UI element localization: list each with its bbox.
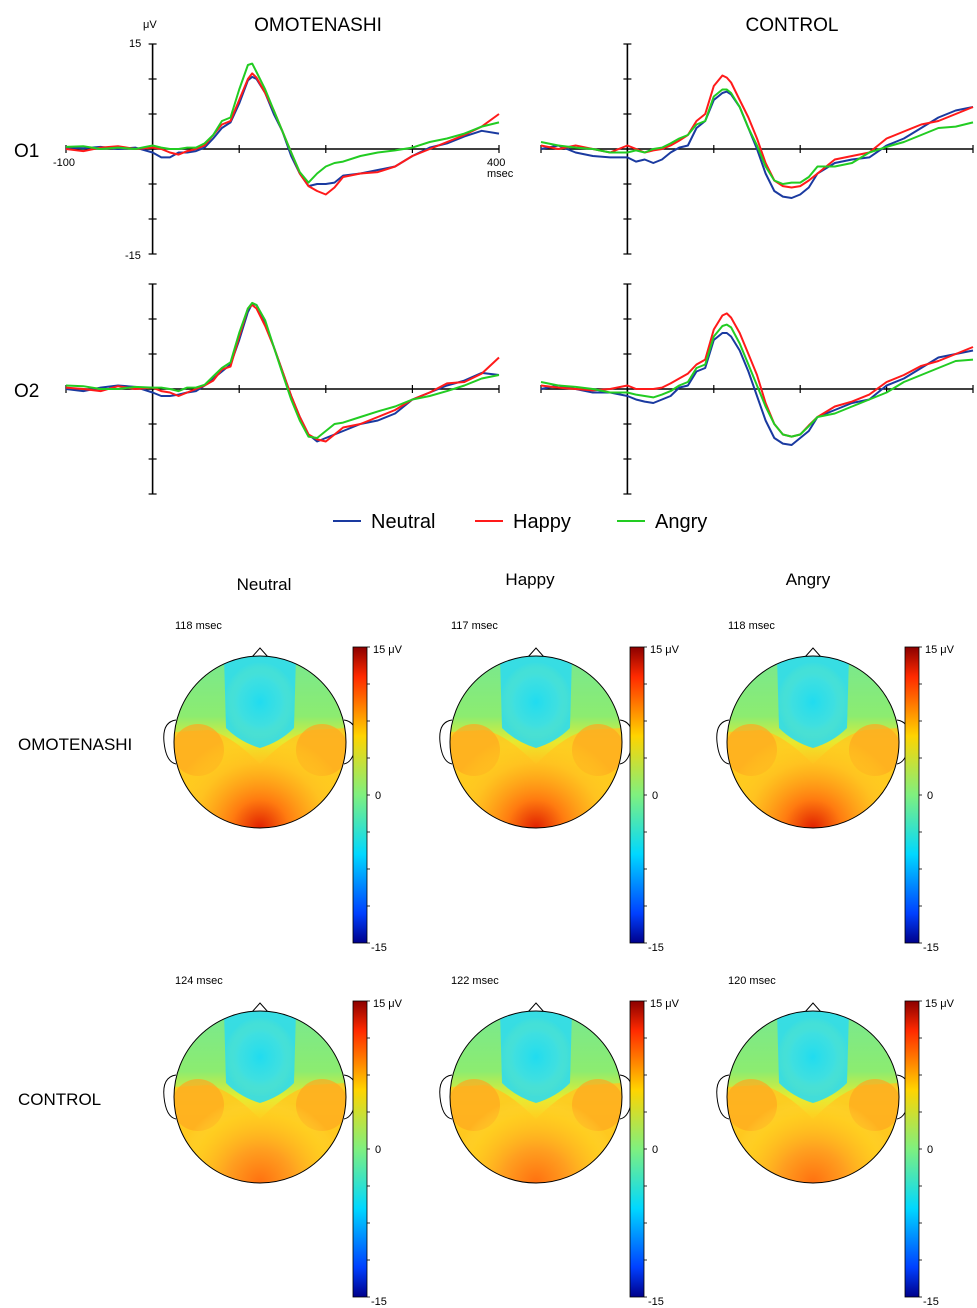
topomap-omotenashi-angry: 118 msec 15 μV 0 -15: [716, 620, 955, 954]
channel-label-o1: O1: [14, 141, 39, 162]
nose-icon: [251, 1002, 269, 1013]
topomap-surface: [450, 1011, 622, 1183]
topo-row-label-control: CONTROL: [18, 1090, 101, 1109]
topomap-latency-label: 117 msec: [451, 620, 498, 632]
colorbar-max-label: 15 μV: [925, 644, 955, 656]
topomap-latency-label: 118 msec: [728, 620, 775, 632]
topomap-latency-label: 124 msec: [175, 975, 223, 987]
topomap-latency-label: 122 msec: [451, 975, 499, 987]
head-outline: [449, 655, 623, 829]
head-outline: [726, 1010, 900, 1184]
series-line-happy-omotenashi-o2: [65, 304, 500, 443]
colorbar: [352, 646, 368, 944]
topomap-control-angry: 120 msec 15 μV 0 -15: [716, 975, 955, 1308]
nose-icon: [527, 1002, 545, 1013]
nose-icon: [804, 647, 822, 658]
colorbar-max-label: 15 μV: [650, 998, 680, 1010]
topomap-surface: [727, 1011, 899, 1183]
topo-column-title-happy: Happy: [505, 570, 555, 589]
colorbar-min-label: -15: [648, 1296, 664, 1308]
series-line-angry-control-o2: [540, 323, 974, 438]
nose-icon: [804, 1002, 822, 1013]
colorbar: [629, 646, 645, 944]
nose-icon: [251, 647, 269, 658]
topomap-control-happy: 122 msec 15 μV 0 -15: [439, 975, 680, 1308]
series-line-happy-omotenashi-o1: [65, 72, 500, 196]
colorbar-min-label: -15: [923, 942, 939, 954]
series-line-happy-control-o1: [540, 74, 974, 189]
group-title-control: CONTROL: [746, 15, 839, 36]
erp-waveforms-figure: OMOTENASHI CONTROL O1 O2 μV 15 -15 -100 …: [14, 15, 974, 533]
topomap-surface: [174, 656, 346, 828]
colorbar-max-label: 15 μV: [650, 644, 680, 656]
colorbar-min-label: -15: [648, 942, 664, 954]
erp-panel-control-o2: [540, 283, 974, 495]
topomap-latency-label: 118 msec: [175, 620, 222, 632]
left-ear-icon: [439, 1074, 453, 1120]
y-max-tick-label: 15: [129, 38, 141, 50]
topomap-omotenashi-happy: 117 msec 15 μV 0 -15: [439, 620, 680, 954]
topography-figure: Neutral Happy Angry OMOTENASHI CONTROL 1…: [18, 570, 955, 1308]
legend-label-happy: Happy: [513, 511, 571, 533]
colorbar-mid-label: 0: [652, 790, 658, 802]
series-line-happy-control-o2: [540, 312, 974, 438]
topomap-latency-label: 120 msec: [728, 975, 776, 987]
erp-panel-control-o1: [540, 43, 974, 255]
colorbar: [904, 646, 920, 944]
x-unit-label: msec: [487, 168, 514, 180]
colorbar: [629, 1000, 645, 1298]
head-outline: [173, 1010, 347, 1184]
colorbar: [904, 1000, 920, 1298]
head-outline: [173, 655, 347, 829]
colorbar-min-label: -15: [371, 942, 387, 954]
colorbar-mid-label: 0: [375, 1144, 381, 1156]
erp-panel-omotenashi-o1: [65, 43, 500, 255]
left-ear-icon: [716, 1074, 730, 1120]
group-title-omotenashi: OMOTENASHI: [254, 15, 382, 36]
topomap-surface: [450, 656, 622, 828]
topomap-control-neutral: 124 msec 15 μV 0 -15: [163, 975, 403, 1308]
colorbar-min-label: -15: [923, 1296, 939, 1308]
legend-label-angry: Angry: [655, 511, 707, 533]
y-min-tick-label: -15: [125, 250, 141, 262]
left-ear-icon: [716, 719, 730, 765]
series-line-angry-omotenashi-o1: [65, 62, 500, 184]
colorbar-mid-label: 0: [927, 790, 933, 802]
colorbar-max-label: 15 μV: [925, 998, 955, 1010]
left-ear-icon: [163, 719, 177, 765]
left-ear-icon: [163, 1074, 177, 1120]
topomap-surface: [727, 656, 899, 828]
head-outline: [449, 1010, 623, 1184]
colorbar-min-label: -15: [371, 1296, 387, 1308]
colorbar-mid-label: 0: [927, 1144, 933, 1156]
head-outline: [726, 655, 900, 829]
topo-row-label-omotenashi: OMOTENASHI: [18, 735, 132, 754]
series-line-angry-control-o1: [540, 88, 974, 185]
colorbar-max-label: 15 μV: [373, 998, 403, 1010]
topo-column-title-angry: Angry: [786, 570, 831, 589]
erp-panels: [65, 43, 974, 495]
left-ear-icon: [439, 719, 453, 765]
topomap-surface: [174, 1011, 346, 1183]
y-unit-label: μV: [143, 19, 157, 31]
colorbar-mid-label: 0: [375, 790, 381, 802]
topo-column-title-neutral: Neutral: [237, 575, 292, 594]
erp-panel-omotenashi-o2: [65, 283, 500, 495]
nose-icon: [527, 647, 545, 658]
legend-label-neutral: Neutral: [371, 511, 435, 533]
x-min-tick-label: -100: [53, 157, 75, 169]
channel-label-o2: O2: [14, 381, 39, 402]
colorbar-max-label: 15 μV: [373, 644, 403, 656]
colorbar-mid-label: 0: [652, 1144, 658, 1156]
colorbar: [352, 1000, 368, 1298]
x-max-tick-label: 400: [487, 157, 505, 169]
topomap-omotenashi-neutral: 118 msec 15 μV 0 -15: [163, 620, 403, 954]
legend: Neutral Happy Angry: [333, 511, 707, 533]
series-line-angry-omotenashi-o2: [65, 301, 500, 439]
